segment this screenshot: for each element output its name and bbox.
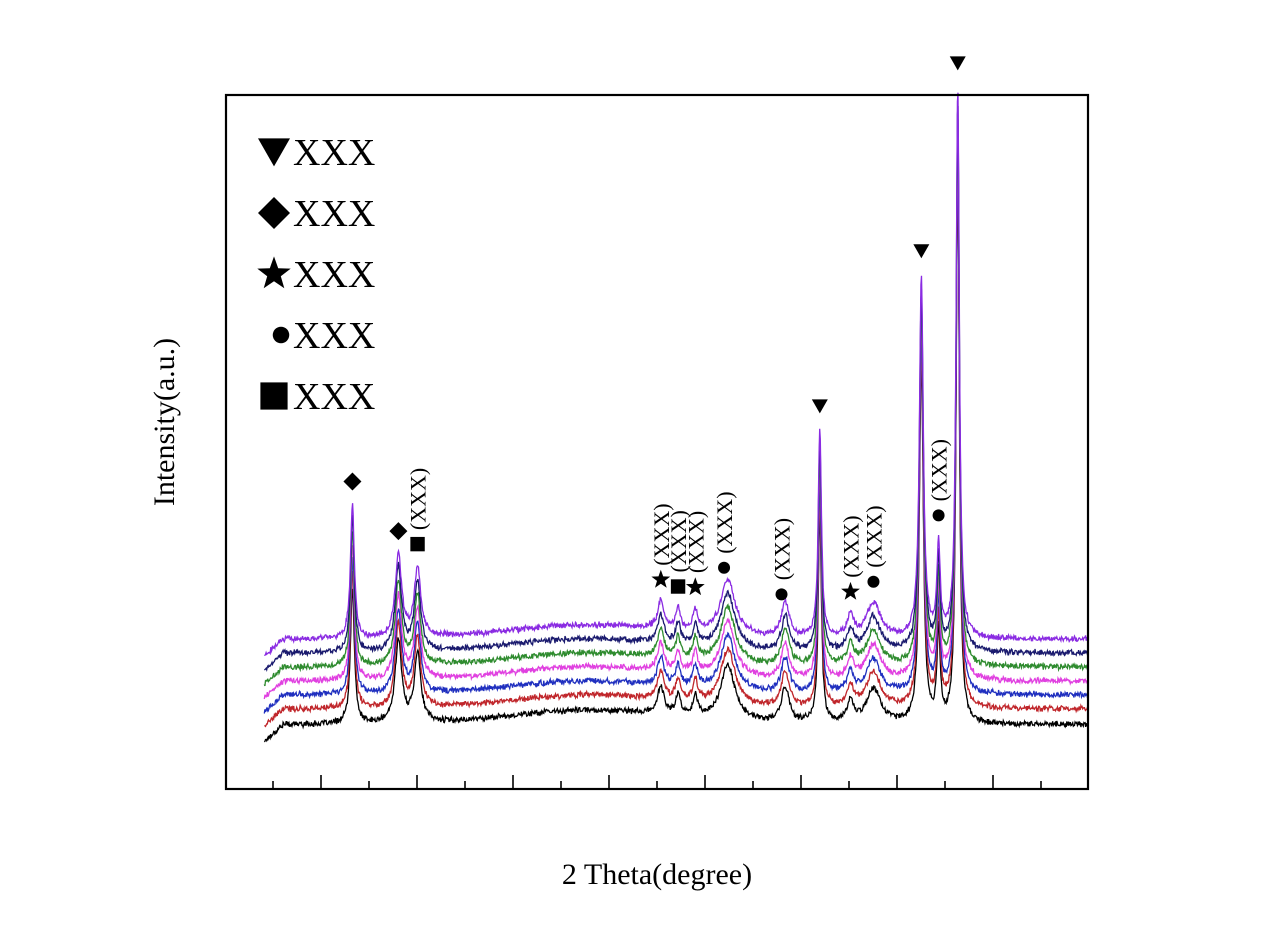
- series-line-4: [263, 130, 1089, 700]
- circle-legend-icon: [272, 326, 290, 344]
- peak-label: (XXX): [862, 505, 887, 567]
- peak-label: (XXX): [406, 468, 431, 530]
- peak-label: (XXX): [712, 491, 737, 553]
- square-legend-icon: [260, 382, 288, 410]
- star-peak-marker: [685, 577, 705, 596]
- legend-label: XXX: [293, 132, 375, 174]
- star-legend-icon: [257, 256, 291, 289]
- square-peak-marker: [670, 579, 686, 594]
- peak-label: (XXX): [927, 439, 952, 501]
- square-peak-marker: [410, 536, 425, 552]
- down-triangle-legend-icon: [258, 138, 290, 167]
- series-line-6: [264, 105, 1089, 672]
- x-axis-ticks: [272, 775, 1042, 789]
- legend-label: XXX: [293, 315, 375, 357]
- down-triangle-peak-marker: [949, 56, 966, 71]
- diamond-peak-marker: [343, 472, 362, 491]
- peak-label: (XXX): [839, 515, 864, 577]
- peak-label: (XXX): [649, 503, 674, 565]
- diamond-legend-icon: [258, 197, 290, 229]
- star-peak-marker: [841, 581, 860, 600]
- series-line-3: [263, 148, 1089, 714]
- series-layer: [263, 92, 1089, 743]
- series-line-1: [263, 174, 1089, 743]
- circle-peak-marker: [775, 588, 788, 601]
- series-line-7: [264, 92, 1089, 657]
- legend-label: XXX: [293, 254, 375, 296]
- y-axis-title: Intensity(a.u.): [148, 338, 181, 506]
- legend: XXX XXX XXX XXX XXX: [257, 132, 375, 418]
- circle-peak-marker: [932, 509, 945, 522]
- peak-annotations: (XXX)(XXX)(XXX)(XXX) (XXX) (XXX) (XXX)(XXX)…: [343, 56, 966, 601]
- peak-label: (XXX): [666, 510, 691, 572]
- peak-label: (XXX): [683, 511, 708, 573]
- legend-label: XXX: [293, 376, 375, 418]
- circle-peak-marker: [867, 575, 880, 588]
- legend-label: XXX: [293, 193, 375, 235]
- circle-peak-marker: [718, 561, 731, 574]
- series-line-5: [263, 119, 1089, 687]
- x-axis-title: 2 Theta(degree): [562, 858, 752, 891]
- down-triangle-peak-marker: [811, 399, 828, 414]
- down-triangle-peak-marker: [913, 244, 930, 259]
- diamond-peak-marker: [389, 522, 408, 541]
- series-line-2: [264, 162, 1089, 728]
- star-peak-marker: [651, 569, 671, 588]
- peak-label: (XXX): [770, 518, 795, 580]
